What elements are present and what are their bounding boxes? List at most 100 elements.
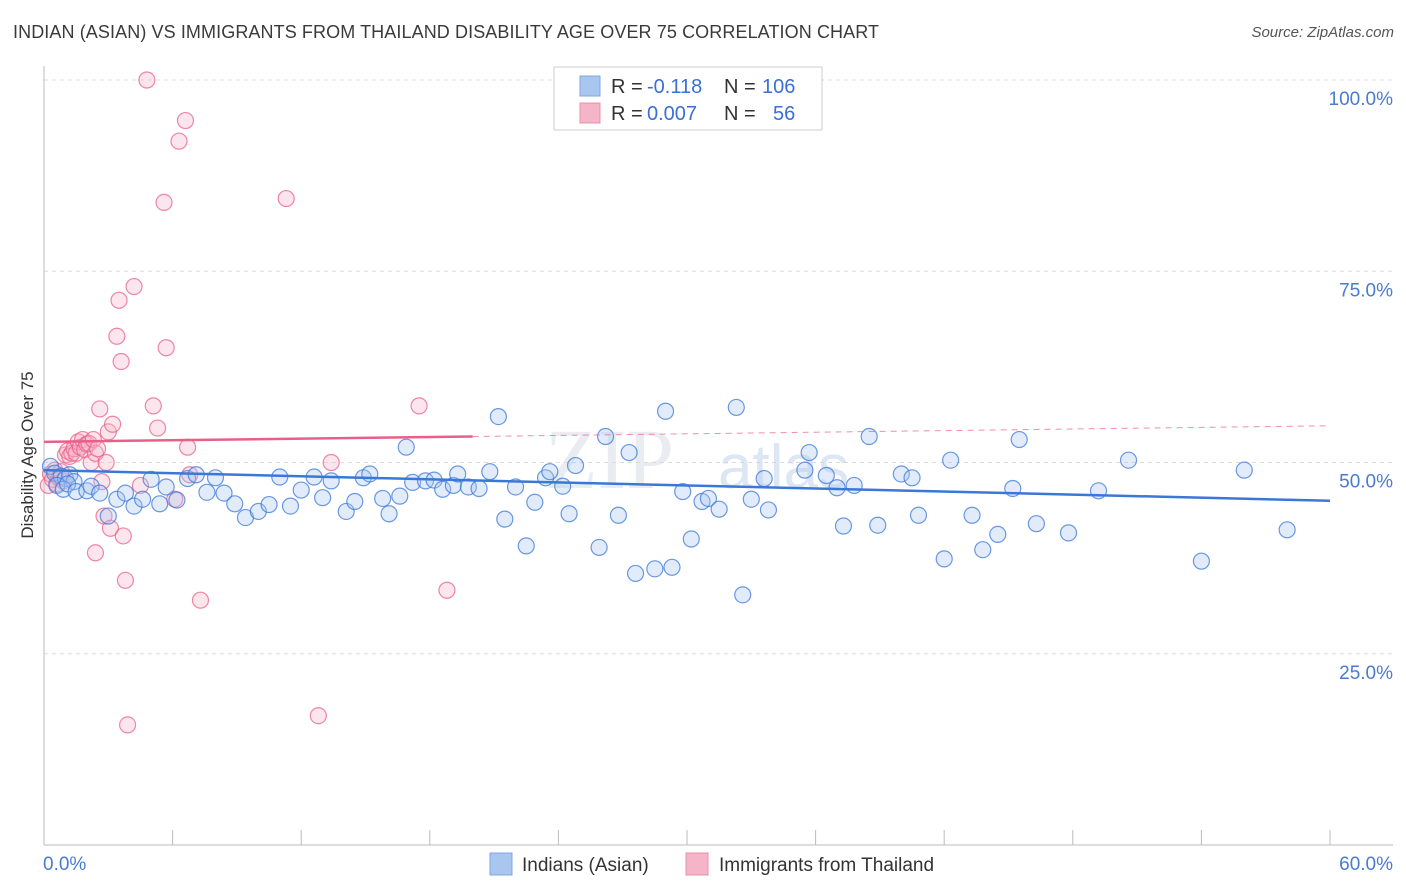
point-indians-asian <box>314 489 332 507</box>
point-indians-asian <box>596 427 615 446</box>
point-immigrants-thailand <box>176 111 195 130</box>
point-immigrants-thailand <box>91 400 109 418</box>
x-tick-label-min: 0.0% <box>43 854 86 875</box>
point-immigrants-thailand <box>170 132 188 150</box>
correlation-legend: R = -0.118 N = 106 R = 0.007 N = 56 <box>553 66 823 131</box>
y-tick-label-50: 50.0% <box>1339 472 1393 493</box>
point-indians-asian <box>674 482 692 501</box>
point-indians-asian <box>566 456 585 475</box>
point-immigrants-thailand <box>125 277 143 296</box>
point-indians-asian <box>626 564 645 583</box>
point-immigrants-thailand <box>155 193 173 211</box>
y-tick-labels: 25.0% 50.0% 75.0% 100.0% <box>1329 89 1394 684</box>
chart-title: INDIAN (ASIAN) VS IMMIGRANTS FROM THAILA… <box>13 22 880 42</box>
point-indians-asian <box>541 463 559 481</box>
point-indians-asian <box>869 516 887 534</box>
point-indians-asian <box>506 478 525 496</box>
point-immigrants-thailand <box>322 453 340 472</box>
legend-n-label-1: N = <box>724 76 756 98</box>
point-immigrants-thailand <box>116 571 135 589</box>
series-indians-asian <box>41 398 1296 604</box>
point-indians-asian <box>391 487 409 505</box>
point-indians-asian <box>834 517 853 535</box>
point-immigrants-thailand <box>103 415 122 433</box>
point-indians-asian <box>742 490 760 508</box>
point-indians-asian <box>374 489 392 508</box>
bottom-legend-label-1: Indians (Asian) <box>522 855 649 876</box>
point-indians-asian <box>663 558 681 576</box>
trend-lines <box>43 425 1331 502</box>
point-indians-asian <box>620 443 638 462</box>
point-immigrants-thailand <box>131 476 150 495</box>
point-indians-asian <box>656 402 675 420</box>
point-immigrants-thailand <box>157 339 175 357</box>
point-immigrants-thailand <box>148 419 167 437</box>
point-indians-asian <box>1278 521 1296 539</box>
point-indians-asian <box>734 586 752 604</box>
point-indians-asian <box>346 492 364 511</box>
point-indians-asian <box>157 478 175 496</box>
point-indians-asian <box>206 469 225 487</box>
x-tick-label-max: 60.0% <box>1339 854 1393 875</box>
trend-line-immigrants-thailand <box>43 435 473 444</box>
point-immigrants-thailand <box>191 591 210 609</box>
point-indians-asian <box>646 560 664 578</box>
point-indians-asian <box>1119 451 1138 469</box>
point-indians-asian <box>168 491 186 509</box>
point-indians-asian <box>226 495 244 513</box>
point-indians-asian <box>82 477 100 495</box>
point-indians-asian <box>699 489 718 508</box>
legend-n-label-2: N = <box>724 103 756 125</box>
point-indians-asian <box>590 538 608 557</box>
legend-r-value-1: -0.118 <box>647 76 702 98</box>
series-immigrants-thailand <box>39 71 456 734</box>
point-indians-asian <box>517 537 535 555</box>
series-legend: Indians (Asian) Immigrants from Thailand <box>489 852 934 876</box>
point-immigrants-thailand <box>277 189 295 208</box>
point-indians-asian <box>496 510 514 528</box>
point-indians-asian <box>91 484 109 502</box>
legend-r-value-2: 0.007 <box>647 103 697 125</box>
point-indians-asian <box>133 490 152 508</box>
point-indians-asian <box>215 484 233 502</box>
y-axis-title: Disability Age Over 75 <box>18 371 37 538</box>
point-indians-asian <box>710 500 728 518</box>
point-immigrants-thailand <box>309 707 327 725</box>
point-indians-asian <box>142 470 160 488</box>
point-indians-asian <box>974 541 992 559</box>
point-indians-asian <box>416 472 435 490</box>
point-indians-asian <box>260 495 278 514</box>
point-indians-asian <box>198 483 216 501</box>
point-immigrants-thailand <box>112 352 130 371</box>
legend-swatch-blue <box>579 75 601 97</box>
gridlines <box>44 79 1393 655</box>
source-label: Source: ZipAtlas.com <box>1251 24 1394 41</box>
point-immigrants-thailand <box>88 440 107 458</box>
point-immigrants-thailand <box>108 327 126 345</box>
bottom-legend-label-2: Immigrants from Thailand <box>719 855 934 876</box>
point-indians-asian <box>942 451 960 469</box>
point-indians-asian <box>845 476 863 495</box>
point-indians-asian <box>434 480 452 498</box>
point-indians-asian <box>1192 552 1211 570</box>
point-indians-asian <box>682 530 700 548</box>
point-indians-asian <box>116 484 135 502</box>
legend-swatch-pink <box>579 102 601 124</box>
point-indians-asian <box>322 472 340 490</box>
point-indians-asian <box>1235 461 1253 479</box>
y-tick-label-75: 75.0% <box>1339 280 1393 301</box>
point-indians-asian <box>470 479 488 498</box>
point-immigrants-thailand <box>86 544 105 562</box>
point-indians-asian <box>99 507 117 525</box>
legend-r-label-2: R = <box>611 103 643 125</box>
point-immigrants-thailand <box>114 527 132 545</box>
point-indians-asian <box>449 465 467 483</box>
point-indians-asian <box>560 505 578 523</box>
point-immigrants-thailand <box>138 71 156 89</box>
point-indians-asian <box>292 481 310 499</box>
point-immigrants-thailand <box>144 397 162 415</box>
point-indians-asian <box>800 443 818 462</box>
point-immigrants-thailand <box>410 397 428 415</box>
point-indians-asian <box>380 505 398 523</box>
